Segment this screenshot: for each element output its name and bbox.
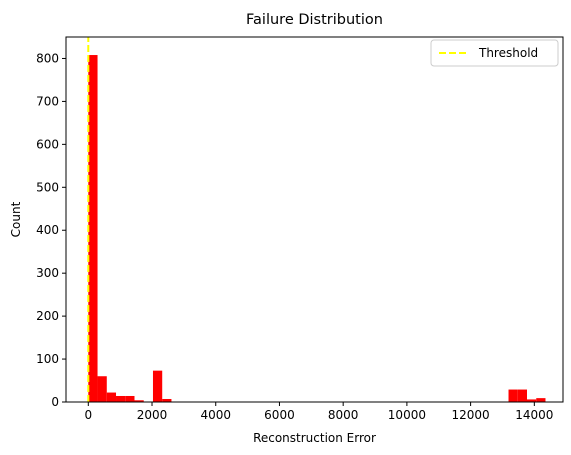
x-tick-label: 10000 [388,408,426,422]
x-tick-label: 4000 [200,408,231,422]
histogram-bar-11 [526,399,537,402]
x-tick-label: 2000 [137,408,168,422]
x-tick-label: 6000 [264,408,295,422]
histogram-bar-5 [134,400,144,402]
histogram-bar-0 [88,55,98,403]
x-tick-label: 12000 [452,408,490,422]
x-axis-ticks: 0 2000 4000 6000 8000 10000 12000 14000 [84,402,553,422]
axes-frame [65,36,564,403]
y-tick-label: 200 [36,309,59,323]
histogram-bar-7 [152,370,163,402]
legend-box [430,39,559,67]
x-tick-label: 14000 [515,408,553,422]
y-tick-label: 800 [36,51,59,65]
y-tick-label: 600 [36,137,59,151]
y-tick-label: 100 [36,352,59,366]
histogram-bar-3 [116,395,126,402]
bars-layer [88,55,546,403]
legend: Threshold [430,39,559,67]
chart-title: Failure Distribution [246,12,383,28]
x-axis-label: Reconstruction Error [253,431,376,445]
y-tick-label: 300 [36,266,59,280]
histogram-bar-9 [508,389,518,402]
histogram-bar-2 [106,392,117,402]
y-tick-label: 400 [36,223,59,237]
y-axis-ticks: 0 100 200 300 400 500 600 700 800 [36,51,66,409]
y-tick-label: 500 [36,180,59,194]
x-tick-label: 0 [84,408,92,422]
y-tick-label: 0 [51,395,59,409]
x-tick-label: 8000 [328,408,359,422]
histogram-bar-4 [125,395,135,402]
y-tick-label: 700 [36,94,59,108]
histogram-bar-12 [536,398,546,402]
histogram-bar-8 [162,398,172,402]
y-axis-label: Count [9,201,23,237]
legend-threshold-label: Threshold [478,46,538,60]
histogram-bar-1 [97,376,107,402]
histogram-bar-10 [517,389,527,402]
